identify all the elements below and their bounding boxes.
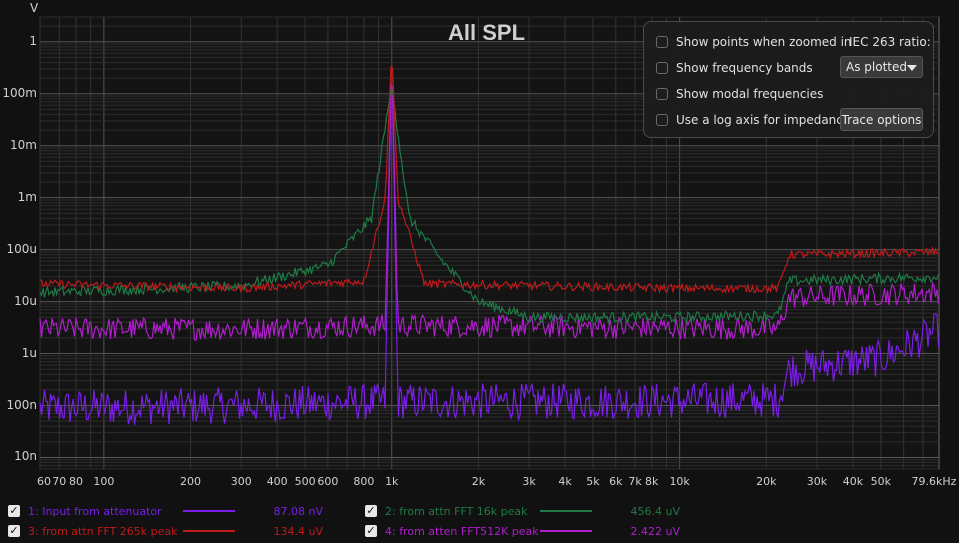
x-tick-label: 2k (471, 475, 486, 488)
graph-options-panel: Show points when zoomed in Show frequenc… (643, 21, 934, 138)
trace-1-value: 87.08 nV (273, 504, 323, 518)
trace-4-checkbox[interactable]: ✓ (365, 524, 377, 537)
trace-3-checkbox[interactable]: ✓ (8, 524, 20, 537)
trace-legend: ✓ 1: Input from attenuator 87.08 nV ✓ 2:… (0, 500, 959, 543)
show-points-checkbox[interactable] (656, 36, 668, 48)
y-tick-label: 10m (10, 137, 37, 152)
legend-item-2: ✓ 2: from attn FFT 16k peak 456.4 uV (365, 502, 680, 520)
trace-options-button[interactable]: Trace options (840, 108, 923, 131)
x-tick-label: 8k (645, 475, 659, 488)
y-axis-unit: V (30, 1, 39, 15)
trace-2-swatch (540, 510, 592, 512)
show-frequency-bands-option[interactable]: Show frequency bands (656, 58, 813, 78)
x-tick-label: 800 (353, 475, 375, 488)
x-tick-label: 80 (68, 475, 83, 488)
x-tick-label: 10k (669, 475, 690, 488)
y-tick-label: 1u (21, 345, 37, 360)
trace-2-name: 2: from attn FFT 16k peak (385, 504, 528, 518)
x-tick-label: 500 (294, 475, 316, 488)
trace-3-swatch (183, 530, 235, 532)
show-modal-frequencies-checkbox[interactable] (656, 88, 668, 100)
log-axis-impedance-option[interactable]: Use a log axis for impedance (656, 110, 850, 130)
legend-item-4: ✓ 4: from atten FFT512K peak 2.422 uV (365, 522, 680, 540)
y-tick-label: 100u (6, 241, 37, 256)
legend-item-1: ✓ 1: Input from attenuator 87.08 nV (8, 502, 323, 520)
trace-2-checkbox[interactable]: ✓ (365, 504, 377, 517)
y-tick-label: 100m (2, 85, 37, 100)
show-modal-frequencies-label: Show modal frequencies (676, 87, 824, 101)
show-points-label: Show points when zoomed in (676, 35, 852, 49)
x-tick-label: 7k (628, 475, 642, 488)
x-tick-label: 30k (806, 475, 828, 488)
iec-ratio-value: As plotted (846, 60, 907, 74)
y-tick-label: 1 (29, 33, 37, 48)
trace-4-value: 2.422 uV (630, 524, 680, 538)
trace-3-line (39, 66, 939, 295)
trace-2-line (39, 88, 940, 325)
x-tick-label: 60 (37, 475, 51, 488)
trace-4-swatch (540, 530, 592, 532)
x-tick-label: 300 (230, 475, 252, 488)
x-tick-label: 200 (180, 475, 202, 488)
dropdown-arrow-icon (907, 65, 917, 71)
trace-1-name: 1: Input from attenuator (28, 504, 162, 518)
trace-3-name: 3: from attn FFT 265k peak (28, 524, 178, 538)
trace-4-name: 4: from atten FFT512K peak (385, 524, 539, 538)
log-axis-impedance-checkbox[interactable] (656, 114, 668, 126)
show-points-option[interactable]: Show points when zoomed in (656, 32, 852, 52)
x-tick-label: 4k (558, 475, 572, 488)
x-tick-label: 6k (609, 475, 623, 488)
show-frequency-bands-checkbox[interactable] (656, 62, 668, 74)
trace-1-line (39, 92, 940, 425)
show-frequency-bands-label: Show frequency bands (676, 61, 813, 75)
trace-4-line (39, 84, 940, 341)
x-tick-label: 70 (52, 475, 67, 488)
trace-3-value: 134.4 uV (273, 524, 323, 538)
x-tick-label: 100 (93, 475, 115, 488)
y-tick-label: 10u (14, 293, 37, 308)
chart-title: All SPL (448, 20, 526, 45)
legend-item-3: ✓ 3: from attn FFT 265k peak 134.4 uV (8, 522, 323, 540)
x-tick-label: 1k (385, 475, 399, 488)
trace-1-checkbox[interactable]: ✓ (8, 504, 20, 517)
y-tick-label: 100n (6, 397, 37, 412)
x-tick-label: 3k (522, 475, 536, 488)
x-tick-label: 20k (756, 475, 777, 488)
y-tick-label: 1m (17, 189, 37, 204)
x-tick-label: 5k (586, 475, 600, 488)
trace-1-swatch (183, 510, 235, 512)
x-tick-label: 79.6kHz (911, 475, 957, 488)
log-axis-impedance-label: Use a log axis for impedance (676, 113, 851, 127)
x-tick-label: 400 (266, 475, 288, 488)
x-tick-label: 50k (870, 475, 892, 488)
x-tick-label: 40k (842, 475, 864, 488)
trace-2-value: 456.4 uV (630, 504, 680, 518)
x-tick-label: 600 (317, 475, 339, 488)
iec-ratio-label: IEC 263 ratio: (849, 35, 931, 49)
y-tick-label: 10n (14, 449, 37, 464)
show-modal-frequencies-option[interactable]: Show modal frequencies (656, 84, 823, 104)
iec-ratio-select[interactable]: As plotted (840, 56, 923, 78)
